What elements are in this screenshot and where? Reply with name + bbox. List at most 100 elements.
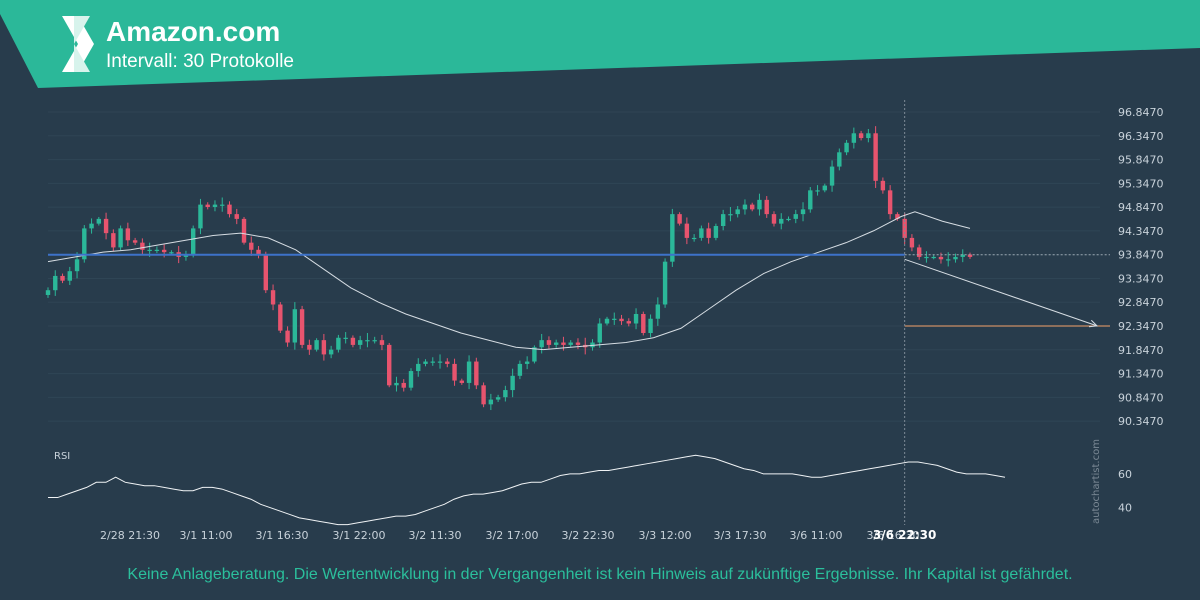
candle [808, 187, 813, 213]
candle [524, 356, 530, 370]
candle [597, 318, 602, 348]
candle [292, 302, 298, 350]
candle [946, 252, 951, 267]
x-tick-label: 3/2 22:30 [562, 529, 615, 542]
y-tick-label: 95.3470 [1118, 177, 1164, 190]
candle [89, 218, 94, 234]
candle [815, 185, 820, 196]
candle [285, 326, 290, 347]
forecast-arrowhead [1088, 319, 1099, 328]
candle [183, 250, 189, 261]
candle [132, 237, 138, 246]
x-tick-label: 3/6 16:30 [867, 529, 920, 542]
candle [503, 385, 508, 402]
rsi-label: RSI [54, 451, 70, 462]
candle [648, 314, 653, 338]
grid [48, 111, 1100, 422]
candle [895, 212, 900, 221]
x-tick-label: 3/3 17:30 [714, 529, 767, 542]
candle [408, 368, 414, 391]
candle [873, 126, 878, 188]
candle [198, 198, 203, 235]
candle [757, 193, 762, 216]
candle [612, 312, 617, 325]
candle [314, 338, 319, 352]
candle [256, 245, 261, 259]
candle [53, 270, 58, 296]
candle [699, 225, 704, 241]
y-tick-label: 93.3470 [1118, 272, 1164, 285]
candle [125, 222, 131, 246]
candle [670, 208, 675, 267]
candle [517, 360, 523, 380]
candle [837, 148, 842, 171]
candles [45, 126, 973, 411]
candle [82, 225, 87, 263]
instrument-title: Amazon.com [106, 16, 281, 47]
candle [357, 335, 363, 350]
y-tick-label: 90.8470 [1118, 391, 1164, 404]
candle [103, 212, 109, 240]
y-tick-label: 91.3470 [1118, 368, 1164, 381]
candle [365, 333, 370, 348]
x-tick-label: 3/2 17:00 [486, 529, 539, 542]
candle [350, 335, 356, 348]
candle [539, 333, 544, 354]
rsi-line [48, 454, 1006, 526]
candle [205, 202, 210, 210]
x-tick-label: 3/3 12:00 [639, 529, 692, 542]
candle [728, 206, 733, 222]
candle [786, 216, 791, 222]
forecast-line [904, 258, 1098, 327]
candle [321, 333, 327, 361]
candle [394, 376, 399, 392]
candle [546, 336, 552, 349]
candle [299, 305, 305, 349]
candle [401, 379, 406, 392]
candle [532, 345, 537, 364]
candle [633, 308, 639, 330]
candle [336, 334, 341, 353]
header-background [0, 0, 1200, 88]
candle [387, 342, 392, 388]
candle [111, 229, 116, 252]
y-tick-label: 95.8470 [1118, 154, 1164, 167]
candle [510, 368, 515, 398]
y-tick-label: 92.3470 [1118, 320, 1164, 333]
candle [343, 332, 348, 344]
candle [430, 357, 435, 366]
y-tick-label: 94.3470 [1118, 225, 1164, 238]
candle [800, 202, 806, 222]
candle [771, 211, 777, 227]
candle [45, 287, 51, 298]
candle [488, 393, 494, 411]
candle [924, 251, 929, 263]
candle [655, 297, 661, 326]
candle [328, 345, 334, 359]
candle [590, 339, 595, 351]
candle [887, 185, 893, 220]
candle [844, 139, 849, 156]
candle [96, 216, 102, 226]
y-tick-label: 91.8470 [1118, 344, 1164, 357]
candle [445, 358, 450, 368]
candle [764, 196, 769, 218]
candle [234, 208, 239, 225]
candle [190, 225, 196, 258]
autochartist-logo-icon [62, 16, 94, 72]
candle [307, 339, 312, 355]
candle [931, 254, 936, 260]
candle [263, 251, 268, 294]
candle [866, 129, 871, 143]
candle [960, 249, 965, 263]
candle [437, 354, 443, 369]
interval-subtitle: Intervall: 30 Protokolle [106, 51, 294, 72]
candle [270, 284, 276, 311]
candle [118, 225, 123, 251]
candle [481, 382, 486, 408]
x-tick-label: 3/2 11:30 [409, 529, 462, 542]
candle [967, 252, 973, 259]
candle [735, 206, 740, 218]
candle [880, 177, 886, 194]
